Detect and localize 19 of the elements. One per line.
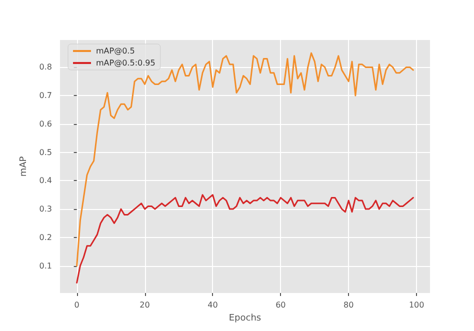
line-series: [76, 194, 414, 284]
y-tick-label: 0.4: [39, 176, 52, 186]
y-tick-label: 0.7: [39, 91, 52, 100]
legend-label: mAP@0.5: [96, 46, 135, 56]
x-tick-label: 60: [276, 300, 286, 310]
y-tick-label: 0.3: [39, 204, 52, 214]
y-axis-title: mAP: [18, 156, 29, 177]
y-tick-label: 0.5: [39, 148, 52, 157]
legend-label: mAP@0.5:0.95: [96, 58, 156, 68]
x-tick-label: 0: [74, 300, 80, 310]
x-tick-label: 80: [344, 300, 354, 310]
y-tick-label: 0.8: [39, 62, 52, 72]
x-tick-label: 100: [408, 300, 424, 310]
y-tick-label: 0.6: [39, 119, 52, 128]
y-tick-label: 0.1: [39, 261, 52, 270]
x-axis-title: Epochs: [228, 313, 262, 324]
y-tick-label: 0.2: [39, 232, 52, 242]
x-tick-label: 40: [208, 300, 218, 310]
x-tick-label: 20: [140, 300, 150, 310]
